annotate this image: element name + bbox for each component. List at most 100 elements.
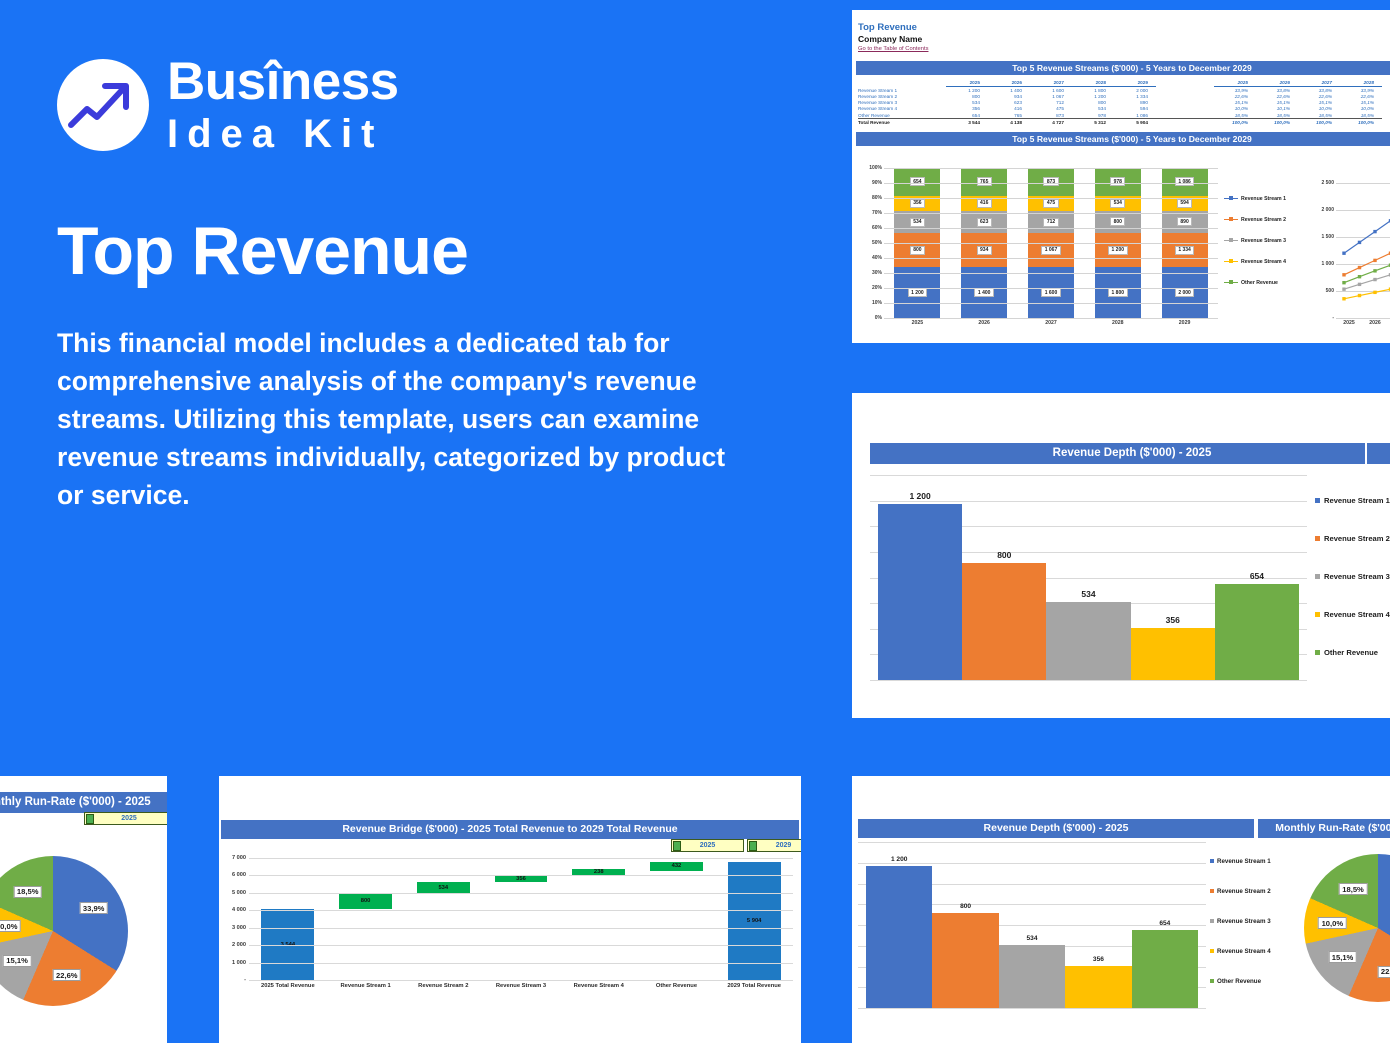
legend-item[interactable]: Revenue Stream 1: [1224, 188, 1310, 209]
y-tick: 4 000: [232, 907, 246, 913]
bar-segment: 712: [1027, 210, 1074, 234]
data-label: 1 600: [1041, 288, 1061, 298]
values-band-title: Top 5 Revenue Streams ($'000) - 5 Years …: [856, 60, 1390, 76]
legend-label: Revenue Stream 2: [1217, 887, 1271, 895]
data-label: 654: [909, 177, 926, 187]
col-year: 2029: [1114, 79, 1156, 88]
revenue-depth-and-pie-panel: Revenue Depth ($'000) - 2025 Monthly Run…: [852, 776, 1390, 1043]
y-tick: -: [1332, 315, 1334, 321]
legend-item[interactable]: Revenue Stream 3: [1210, 906, 1290, 936]
cell: 873: [1056, 112, 1064, 118]
pie-data-label: 33,9%: [79, 902, 108, 915]
legend-swatch-icon: [1224, 259, 1238, 263]
data-label: 800: [1110, 217, 1126, 227]
year-selector-dropdown[interactable]: 2025: [84, 812, 167, 825]
x-tick: 2028: [1112, 320, 1124, 326]
cell: 2 000: [1136, 87, 1148, 93]
revenue-depth-small-title: Revenue Depth ($'000) - 2025: [858, 819, 1254, 838]
legend-item[interactable]: Revenue Stream 4: [1224, 251, 1310, 272]
gridline: [1336, 264, 1390, 265]
bar-column: 1 200: [878, 475, 963, 680]
legend-label: Revenue Stream 1: [1217, 857, 1271, 865]
legend-item[interactable]: Revenue Stream 4: [1315, 595, 1390, 633]
bar-segment: 765: [961, 168, 1008, 196]
gridline: [249, 945, 793, 946]
pie-data-label: 18,5%: [13, 885, 42, 898]
cell-pct: 10,0%: [1234, 106, 1248, 112]
cell: 654: [972, 112, 980, 118]
cell: 1 086: [1136, 112, 1148, 118]
bar-segment: 800: [1094, 210, 1141, 234]
cell-pct: 18,5%: [1318, 112, 1332, 118]
legend-item[interactable]: Revenue Stream 1: [1315, 481, 1390, 519]
cell: 978: [1098, 112, 1106, 118]
table-of-contents-link[interactable]: Go to the Table of Contents: [858, 45, 929, 52]
x-tick: Revenue Stream 1: [340, 983, 391, 989]
bar-column: 800: [962, 475, 1047, 680]
gridline: [884, 168, 1218, 169]
waterfall-column: 238: [560, 840, 638, 980]
legend-item[interactable]: Revenue Stream 2: [1210, 876, 1290, 906]
data-label: 356: [516, 875, 526, 882]
gridline: [870, 475, 1307, 476]
data-label: 978: [1110, 177, 1126, 187]
y-tick: 70%: [871, 210, 882, 216]
gridline: [870, 551, 1307, 553]
x-axis-categories: 2025 2026 2027 2028 2029: [884, 320, 1218, 326]
data-label: 238: [593, 869, 604, 876]
cell-pct: 22,6%: [1360, 93, 1374, 99]
legend-item[interactable]: Revenue Stream 3: [1315, 557, 1390, 595]
legend-item[interactable]: Other Revenue: [1210, 966, 1290, 996]
legend-label: Revenue Stream 4: [1324, 609, 1390, 619]
cell-pct: 18,5%: [1360, 112, 1374, 118]
bar-segment: 534: [894, 210, 941, 234]
gridline: [858, 883, 1206, 885]
revenue-depth-small-legend: Revenue Stream 1 Revenue Stream 2 Revenue …: [1210, 846, 1290, 996]
cell-pct: 15,1%: [1360, 100, 1374, 106]
gridline: [884, 318, 1218, 319]
table-header-row: 2025 2026 2027 2028 2029 2025 2026 2027 …: [858, 79, 1382, 88]
legend-item[interactable]: Revenue Stream 2: [1224, 209, 1310, 230]
data-label: 765: [976, 177, 992, 187]
legend-item[interactable]: Revenue Stream 4: [1210, 936, 1290, 966]
bar-segment: 594: [1161, 195, 1208, 211]
bar-segment: 1 800: [1094, 267, 1141, 318]
cell-pct: 10,0%: [1360, 106, 1374, 112]
cell-pct: 10,1%: [1276, 106, 1290, 112]
end-year-selector[interactable]: 2029: [747, 839, 801, 852]
waterfall-column: 534: [404, 840, 482, 980]
row-label: Revenue Stream 3: [858, 100, 898, 106]
bar-column: 356: [1130, 475, 1215, 680]
monthly-run-rate-panel-left: Monthly Run-Rate ($'000) - 2025 2025 33,…: [0, 776, 167, 1043]
cell: 594: [1140, 106, 1148, 112]
data-label: 534: [909, 217, 926, 227]
gridline: [1336, 210, 1390, 211]
cell: 3 544: [946, 118, 988, 126]
y-tick: 2 500: [1321, 180, 1334, 186]
y-tick: 30%: [871, 270, 882, 276]
bar: 432: [650, 861, 703, 871]
x-tick: 2026: [978, 320, 990, 326]
legend-item[interactable]: Other Revenue: [1224, 272, 1310, 293]
cell-pct: 15,1%: [1276, 100, 1290, 106]
cell: 534: [1098, 106, 1106, 112]
cell: 1 400: [1010, 87, 1022, 93]
waterfall-column: 356: [482, 840, 560, 980]
cell-pct: 100,0%: [1340, 118, 1382, 126]
legend-item[interactable]: Revenue Stream 1: [1210, 846, 1290, 876]
row-label: Total Revenue: [858, 118, 946, 126]
gridline: [249, 910, 793, 911]
start-year-selector[interactable]: 2025: [671, 839, 744, 852]
legend-item[interactable]: Other Revenue: [1315, 633, 1390, 671]
pie-chart-small: 33,9%22,6%15,1%10,0%18,5%: [1304, 854, 1390, 1002]
cell-pct: 33,8%: [1276, 87, 1290, 93]
data-label: 534: [438, 884, 449, 891]
legend-item[interactable]: Revenue Stream 3: [1224, 230, 1310, 251]
cell: 1 334: [1136, 93, 1148, 99]
cell-pct: 33,9%: [1234, 87, 1248, 93]
y-tick: 1 000: [1321, 261, 1334, 267]
legend-swatch-icon: [1315, 535, 1320, 541]
legend-item[interactable]: Revenue Stream 2: [1315, 519, 1390, 557]
bar-column: 800: [932, 842, 999, 1008]
data-label: 934: [976, 245, 992, 255]
